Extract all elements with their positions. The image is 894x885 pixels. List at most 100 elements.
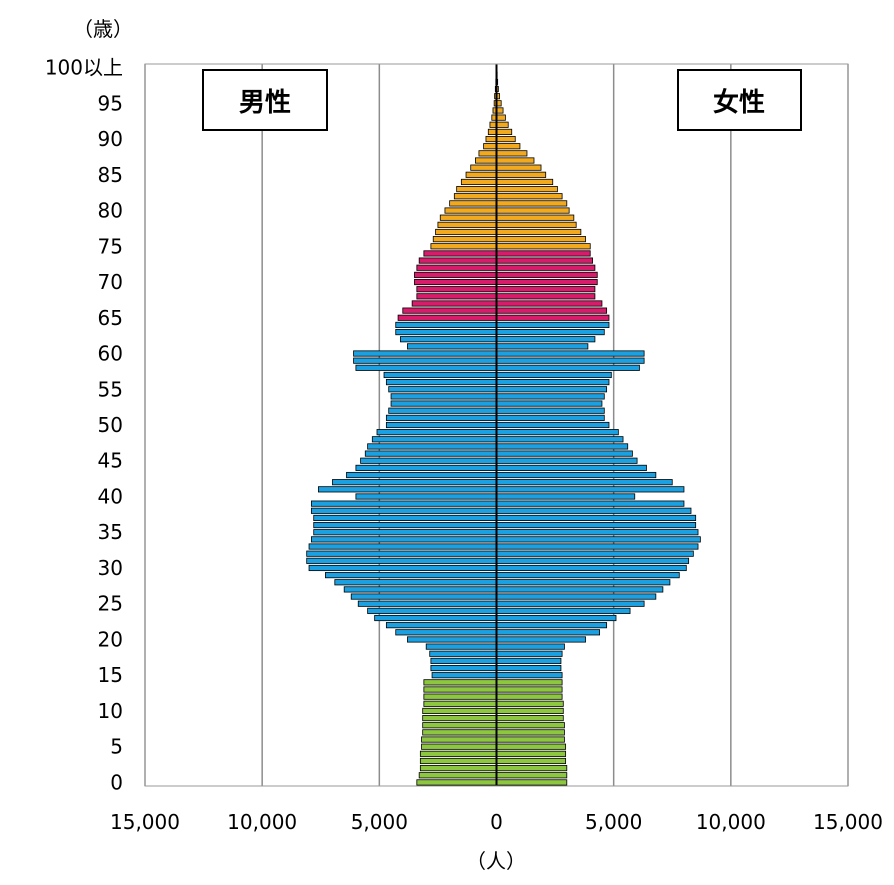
bar-male-age-41: [318, 486, 497, 493]
bar-female-age-31: [496, 557, 690, 564]
bar-male-age-72: [416, 264, 497, 271]
bar-female-age-90: [496, 135, 516, 143]
bar-male-age-33: [308, 543, 497, 550]
bar-female-age-62: [496, 336, 596, 343]
y-tick-label: 80: [98, 199, 123, 223]
bar-male-age-62: [400, 336, 497, 343]
bar-female-age-85: [496, 171, 547, 178]
bar-male-age-26: [350, 593, 497, 600]
bar-male-age-53: [390, 400, 497, 407]
bar-female-age-15: [496, 672, 563, 679]
bar-male-age-20: [407, 636, 497, 643]
bar-female-age-48: [496, 436, 624, 443]
bar-female-age-67: [496, 300, 603, 307]
bar-female-age-18: [496, 650, 563, 657]
bar-female-age-80: [496, 207, 570, 214]
bar-female-age-3: [496, 757, 567, 765]
bar-male-age-60: [353, 350, 497, 357]
y-unit-label: （歳）: [73, 17, 133, 41]
bar-female-age-21: [496, 629, 601, 636]
y-tick-label: 5: [110, 735, 123, 759]
plot-frame: [144, 63, 849, 787]
bar-male-age-76: [432, 236, 497, 243]
bar-female-age-20: [496, 636, 586, 643]
y-tick-label: 30: [98, 556, 123, 580]
bar-male-age-88: [478, 150, 497, 157]
bar-female-age-78: [496, 221, 577, 228]
bar-female-age-43: [496, 471, 657, 479]
bar-female-age-10: [496, 707, 564, 715]
bar-female-age-65: [496, 314, 610, 321]
bar-female-age-73: [496, 257, 593, 264]
x-tick-label: 0: [490, 810, 503, 834]
bar-female-age-58: [496, 364, 640, 371]
bar-female-age-6: [496, 736, 565, 743]
bar-female-age-41: [496, 486, 685, 493]
bar-male-age-35: [313, 529, 497, 536]
bar-female-age-8: [496, 722, 565, 729]
bar-female-age-70: [496, 278, 598, 286]
bar-male-age-87: [475, 157, 497, 164]
bar-female-age-82: [496, 193, 563, 200]
bar-male-age-83: [456, 186, 497, 193]
male-label: 男性: [239, 88, 291, 118]
bar-female-age-53: [496, 400, 603, 407]
bar-female-age-36: [496, 522, 697, 529]
bar-female-age-42: [496, 479, 673, 486]
y-tick-labels: 0 5 10 15 20 25 30 35 40 45 50 55 60 65 70 75 80 85 90 95 10…: [45, 56, 123, 795]
bar-male-age-82: [453, 193, 497, 200]
y-tick-label: 85: [98, 163, 123, 187]
bar-female-age-33: [496, 543, 699, 550]
bar-male-age-55: [388, 386, 497, 393]
bar-male-age-91: [487, 128, 497, 135]
bar-male-age-21: [395, 629, 497, 636]
bar-female-age-50: [496, 421, 610, 429]
bar-male-age-31: [306, 557, 497, 564]
bar-female-age-34: [496, 536, 701, 543]
bar-male-age-18: [429, 650, 497, 657]
bar-female-age-32: [496, 550, 694, 557]
y-tick-label: 100以上: [45, 56, 123, 80]
bar-female-age-68: [496, 293, 596, 300]
bar-female-age-19: [496, 643, 565, 650]
bar-male-age-64: [395, 321, 497, 328]
bar-male-age-12: [423, 693, 497, 700]
bar-female-age-38: [496, 507, 692, 514]
male-label-box: 男性: [202, 69, 328, 131]
bar-female-age-17: [496, 657, 562, 664]
bar-male-age-44: [355, 464, 497, 471]
bar-male-age-19: [425, 643, 497, 650]
bar-female-age-61: [496, 343, 589, 350]
bar-male-age-39: [310, 500, 497, 507]
bar-male-age-34: [310, 536, 497, 543]
bar-female-age-55: [496, 386, 608, 393]
bar-male-age-56: [385, 379, 497, 386]
bar-female-age-46: [496, 450, 633, 457]
bar-male-age-0: [416, 779, 497, 786]
x-tick-label: 10,000: [227, 810, 297, 834]
bar-male-age-85: [465, 171, 497, 178]
y-tick-label: 75: [98, 234, 123, 258]
bar-female-age-57: [496, 371, 612, 379]
bar-male-age-8: [422, 722, 497, 729]
y-tick-label: 50: [98, 413, 123, 437]
bar-male-age-4: [419, 750, 497, 757]
bar-female-age-66: [496, 307, 608, 314]
bar-female-age-54: [496, 393, 605, 400]
y-tick-label: 40: [98, 484, 123, 508]
bar-female-age-26: [496, 593, 657, 600]
bar-female-age-35: [496, 529, 699, 536]
y-tick-label: 60: [98, 342, 123, 366]
y-tick-label: 45: [98, 449, 123, 473]
bar-male-age-57: [383, 371, 497, 379]
bar-male-age-40: [355, 493, 497, 500]
bar-male-age-70: [414, 278, 497, 286]
y-tick-label: 95: [98, 91, 123, 115]
bar-female-age-51: [496, 414, 605, 421]
bar-male-age-47: [367, 443, 497, 450]
y-tick-label: 65: [98, 306, 123, 330]
bar-male-age-79: [439, 214, 497, 221]
x-tick-label: 10,000: [696, 810, 766, 834]
bar-male-age-89: [483, 143, 497, 150]
bar-male-age-23: [374, 614, 497, 622]
